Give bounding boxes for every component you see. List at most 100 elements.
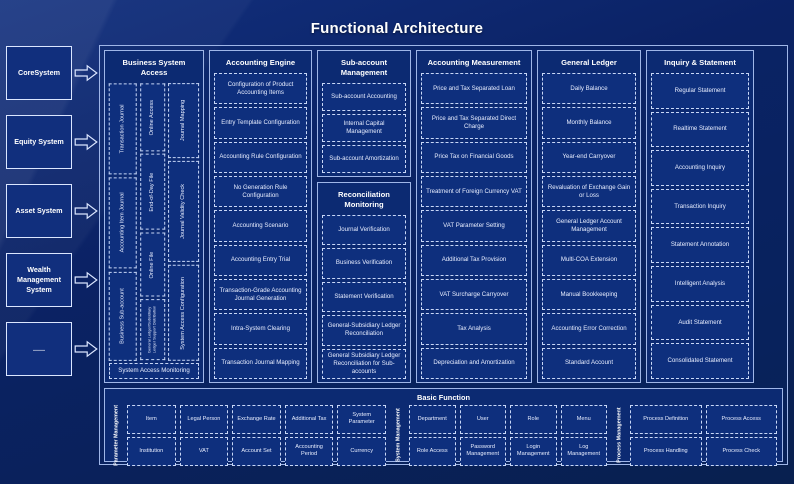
bf-cell-process-definition[interactable]: Process Definition <box>630 405 702 434</box>
ae-cell-intra-system-clearing[interactable]: Intra-System Clearing <box>214 313 307 345</box>
am-cell-price-tax-separated-direct-charge[interactable]: Price and Tax Separated Direct Charge <box>421 107 527 139</box>
bf-cell-item[interactable]: Item <box>127 405 176 434</box>
rm-cell-general-subsidiary-ledger-reconciliation[interactable]: General-Subsidiary Ledger Reconciliation <box>322 315 406 346</box>
bf-cell-process-access[interactable]: Process Access <box>705 405 777 434</box>
rm-cell-business-verification[interactable]: Business Verification <box>322 248 406 279</box>
gl-cell-multi-coa-extension[interactable]: Multi-COA Extension <box>542 244 636 276</box>
sidebar-item-asset-system[interactable]: Asset System <box>6 184 72 238</box>
gl-cell-daily-balance[interactable]: Daily Balance <box>542 72 636 105</box>
am-cell-vat-surcharge-carryover[interactable]: VAT Surcharge Carryover <box>421 278 527 311</box>
bsa-cell-online-file[interactable]: Online File <box>139 232 165 297</box>
am-cell-price-tax-separated-loan[interactable]: Price and Tax Separated Loan <box>421 72 527 105</box>
rm-cell-statement-verification[interactable]: Statement Verification <box>322 281 406 313</box>
column-title: Reconciliation Monitoring <box>338 190 390 209</box>
ae-cell-accounting-scenario[interactable]: Accounting Scenario <box>214 210 307 242</box>
ae-cell-transaction-grade-journal-generation[interactable]: Transaction-Grade Accounting Journal Gen… <box>214 278 307 311</box>
group-grid: Department User Role Menu Role Access Pa… <box>409 405 607 466</box>
gl-cell-revaluation-exchange-gain-loss[interactable]: Revaluation of Exchange Gain or Loss <box>542 175 636 208</box>
bf-cell-process-check[interactable]: Process Check <box>705 436 777 466</box>
sam-cell-internal-capital-management[interactable]: Internal Capital Management <box>322 113 406 142</box>
bsa-sub-columns: Transaction Journal Accounting Item Jour… <box>109 82 199 361</box>
bsa-cell-system-access-monitoring[interactable]: System Access Monitoring <box>109 363 199 379</box>
is-cell-consolidated-statement[interactable]: Consolidated Statement <box>651 343 749 379</box>
bf-cell-process-handling[interactable]: Process Handling <box>630 436 702 466</box>
bf-cell-account-set[interactable]: Account Set <box>232 436 281 466</box>
gl-cell-accounting-error-correction[interactable]: Accounting Error Correction <box>542 313 636 345</box>
column-title: Sub-account Management <box>340 58 388 77</box>
bsa-sub-column-1: Transaction Journal Accounting Item Jour… <box>109 82 137 361</box>
is-cell-statement-annotation[interactable]: Statement Annotation <box>651 227 749 264</box>
gl-cell-manual-bookkeeping[interactable]: Manual Bookkeeping <box>542 278 636 311</box>
bf-cell-exchange-rate[interactable]: Exchange Rate <box>232 405 281 434</box>
is-cell-regular-statement[interactable]: Regular Statement <box>651 72 749 109</box>
bf-cell-institution[interactable]: Institution <box>127 436 176 466</box>
capability-columns: Business System Access Transaction Journ… <box>104 50 783 383</box>
ae-cell-entry-template-configuration[interactable]: Entry Template Configuration <box>214 107 307 139</box>
column-reconciliation-monitoring: Reconciliation Monitoring Journal Verifi… <box>317 182 411 383</box>
ae-cell-transaction-journal-mapping[interactable]: Transaction Journal Mapping <box>214 347 307 379</box>
bf-cell-role[interactable]: Role <box>510 405 557 434</box>
bf-cell-additional-tax[interactable]: Additional Tax <box>284 405 334 434</box>
bsa-cell-accounting-item-journal[interactable]: Accounting Item Journal <box>109 177 137 269</box>
group-label-parameter-management: Parameter Management <box>113 405 120 466</box>
is-cell-audit-statement[interactable]: Audit Statement <box>651 304 749 341</box>
group-label-system-management: System Management <box>395 408 402 463</box>
architecture-frame: Business System Access Transaction Journ… <box>99 45 788 466</box>
bsa-cell-online-access[interactable]: Online Access <box>139 82 165 152</box>
basic-function-groups: Parameter Management Item Legal Person E… <box>110 405 777 466</box>
group-row: Department User Role Menu <box>409 405 607 434</box>
rm-cell-general-subsidiary-ledger-reconciliation-sub-accounts[interactable]: General Subsidiary Ledger Reconciliation… <box>322 348 406 379</box>
basic-function-panel: Basic Function Parameter Management Item… <box>104 388 783 466</box>
bsa-cell-journal-validity-check[interactable]: Journal Validity Check <box>167 160 199 262</box>
column-inquiry-and-statement: Inquiry & Statement Regular Statement Re… <box>646 50 754 383</box>
bf-cell-legal-person[interactable]: Legal Person <box>179 405 229 434</box>
bsa-cell-system-access-configuration[interactable]: System Access Configuration <box>167 264 199 361</box>
gl-cell-monthly-balance[interactable]: Monthly Balance <box>542 107 636 139</box>
am-cell-additional-tax-provision[interactable]: Additional Tax Provision <box>421 244 527 276</box>
bf-cell-accounting-period[interactable]: Accounting Period <box>284 436 334 466</box>
bsa-cell-journal-mapping[interactable]: Journal Mapping <box>167 82 199 158</box>
sam-cell-sub-account-amortization[interactable]: Sub-account Amortization <box>322 144 406 173</box>
is-cell-intelligent-analysis[interactable]: Intelligent Analysis <box>651 266 749 302</box>
bsa-cell-business-sub-account[interactable]: Business Sub-account <box>109 271 137 361</box>
is-cell-accounting-inquiry[interactable]: Accounting Inquiry <box>651 150 749 186</box>
sidebar-item-core-system[interactable]: CoreSystem <box>6 46 72 100</box>
bsa-cell-transaction-journal[interactable]: Transaction Journal <box>109 82 137 175</box>
am-cell-vat-parameter-setting[interactable]: VAT Parameter Setting <box>421 210 527 242</box>
is-cell-transaction-inquiry[interactable]: Transaction Inquiry <box>651 188 749 225</box>
bf-cell-menu[interactable]: Menu <box>560 405 607 434</box>
gl-cell-year-end-carryover[interactable]: Year-end Carryover <box>542 141 636 173</box>
sidebar-item-equity-system[interactable]: Equity System <box>6 115 72 169</box>
sam-cell-sub-account-accounting[interactable]: Sub-account Accounting <box>322 82 406 111</box>
ae-cell-no-generation-rule-configuration[interactable]: No Generation Rule Configuration <box>214 175 307 208</box>
ae-cell-accounting-rule-configuration[interactable]: Accounting Rule Configuration <box>214 141 307 173</box>
bf-cell-vat[interactable]: VAT <box>179 436 229 466</box>
group-grid: Process Definition Process Access Proces… <box>630 405 777 466</box>
column-business-system-access: Business System Access Transaction Journ… <box>104 50 204 383</box>
bsa-cell-ledger-support-distribution[interactable]: General Ledger/Subsidiary Ledger Support… <box>139 299 165 361</box>
ae-cell-accounting-entry-trial[interactable]: Accounting Entry Trial <box>214 244 307 276</box>
sidebar-item-wealth-management-system[interactable]: Wealth Management System <box>6 253 72 307</box>
bf-cell-password-management[interactable]: Password Management <box>459 436 506 466</box>
am-cell-depreciation-and-amortization[interactable]: Depreciation and Amortization <box>421 347 527 379</box>
bf-cell-currency[interactable]: Currency <box>337 436 386 466</box>
am-cell-price-tax-financial-goods[interactable]: Price Tax on Financial Goods <box>421 141 527 173</box>
sidebar-item-other-systems[interactable]: ...... <box>6 322 72 376</box>
rm-cell-journal-verification[interactable]: Journal Verification <box>322 214 406 246</box>
is-cell-realtime-statement[interactable]: Realtime Statement <box>651 111 749 148</box>
bf-cell-user[interactable]: User <box>459 405 506 434</box>
bsa-cell-end-of-day-file[interactable]: End-of-Day File <box>139 154 165 230</box>
gl-cell-standard-account[interactable]: Standard Account <box>542 347 636 379</box>
ae-cell-product-accounting-items[interactable]: Configuration of Product Accounting Item… <box>214 72 307 105</box>
bf-cell-login-management[interactable]: Login Management <box>510 436 557 466</box>
am-cell-tax-analysis[interactable]: Tax Analysis <box>421 313 527 345</box>
bf-cell-department[interactable]: Department <box>409 405 456 434</box>
bf-cell-role-access[interactable]: Role Access <box>409 436 456 466</box>
column-items: Sub-account Accounting Internal Capital … <box>322 82 406 173</box>
group-row: Institution VAT Account Set Accounting P… <box>127 436 386 466</box>
column-accounting-measurement: Accounting Measurement Price and Tax Sep… <box>416 50 532 383</box>
bf-cell-system-parameter[interactable]: System Parameter <box>337 405 386 434</box>
bf-cell-log-management[interactable]: Log Management <box>560 436 607 466</box>
am-cell-foreign-currency-vat[interactable]: Treatment of Foreign Currency VAT <box>421 175 527 208</box>
gl-cell-general-ledger-account-management[interactable]: General Ledger Account Management <box>542 210 636 242</box>
